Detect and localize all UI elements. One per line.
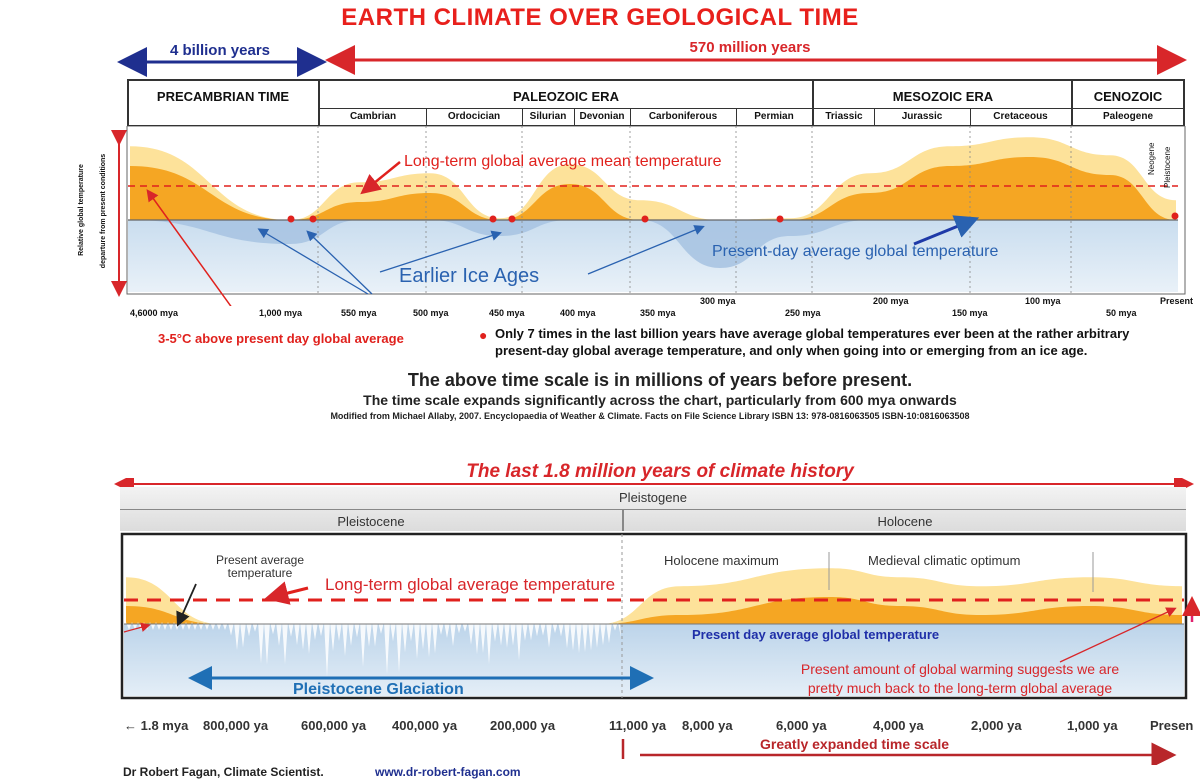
- chart2-x-tick: 1,000 ya: [1067, 718, 1118, 733]
- chart2-x-tick: 600,000 ya: [301, 718, 367, 733]
- span-right-label: 570 million years: [689, 39, 811, 56]
- period-jurassic: Jurassic: [901, 111, 943, 122]
- era-paleozoic: PALEOZOIC ERA: [513, 89, 619, 104]
- holocene-label: Holocene: [877, 514, 933, 529]
- author-label: Dr Robert Fagan, Climate Scientist.: [123, 765, 324, 779]
- period-row: Cambrian Ordocician Silurian Devonian Ca…: [0, 108, 1200, 126]
- chart1-present-arrow: [913, 215, 980, 246]
- period-triassic: Triassic: [825, 111, 863, 122]
- chart2-x-tick: 200,000 ya: [490, 718, 556, 733]
- chart2-span-arrow: [114, 478, 1194, 492]
- chart1-x-tick: 450 mya: [489, 308, 525, 318]
- era-mesozoic: MESOZOIC ERA: [892, 89, 994, 104]
- chart2-x-tick: 4,000 ya: [873, 718, 924, 733]
- source-note: Modified from Michael Allaby, 2007. Ency…: [330, 411, 970, 421]
- chart2-svg: [120, 532, 1200, 700]
- period-silurian: Silurian: [529, 111, 567, 122]
- chart2-x-tick: 800,000 ya: [203, 718, 269, 733]
- above-average-note: 3-5°C above present day global average: [158, 331, 404, 346]
- chart2-x-tick: 400,000 ya: [392, 718, 458, 733]
- page-title: EARTH CLIMATE OVER GEOLOGICAL TIME: [341, 4, 859, 31]
- warming-note-2: pretty much back to the long-term global…: [807, 680, 1113, 696]
- chart2-x-tick: ← 1.8 mya: [124, 718, 189, 733]
- chart1-crossing-dots: [287, 212, 1179, 223]
- period-permian: Permian: [754, 111, 794, 122]
- time-scale-note: The above time scale is in millions of y…: [407, 370, 913, 390]
- chart1-ice-label: Earlier Ice Ages: [399, 265, 540, 287]
- chart1-x-tick: 500 mya: [413, 308, 449, 318]
- dot-note-1: Only 7 times in the last billion years h…: [495, 326, 1130, 341]
- chart2-x-tick: 2,000 ya: [971, 718, 1022, 733]
- expanded-scale-label: Greatly expanded time scale: [760, 736, 950, 752]
- chart1-x-tick: 150 mya: [952, 308, 988, 318]
- present-average-line2: temperature: [227, 566, 293, 580]
- period-cambrian: Cambrian: [349, 111, 397, 122]
- chart2-present-label: Present day average global temperature: [692, 627, 940, 642]
- era-precambrian: PRECAMBRIAN TIME: [156, 89, 290, 104]
- glaciation-label: Pleistocene Glaciation: [293, 681, 464, 698]
- neogene-label: Neogene: [1147, 142, 1156, 175]
- chart1-x-tick: Present: [1160, 296, 1194, 306]
- period-carboniferous: Carboniferous: [648, 111, 718, 122]
- warming-note: Present amount of global warming suggest…: [740, 660, 1180, 698]
- holocene-max-label: Holocene maximum: [664, 553, 779, 568]
- chart2-warm-area: [126, 597, 1182, 624]
- chart2-x-tick: 8,000 ya: [682, 718, 733, 733]
- period-paleogene: Paleogene: [1102, 111, 1154, 122]
- chart1-mean-label: Long-term global average mean temperatur…: [404, 153, 722, 170]
- pleistocene-label: Pleistocene: [337, 514, 405, 529]
- period-cretaceous: Cretaceous: [993, 111, 1048, 122]
- warming-note-1: Present amount of global warming suggest…: [800, 661, 1120, 677]
- chart1-x-tick: 250 mya: [785, 308, 821, 318]
- expand-note: The time scale expands significantly acr…: [363, 392, 957, 408]
- chart2-x-tick: 6,000 ya: [776, 718, 827, 733]
- span-left-label: 4 billion years: [169, 42, 271, 59]
- chart1-x-tick: 550 mya: [341, 308, 377, 318]
- chart1-ice-dips: [130, 220, 1176, 268]
- era-cenozoic: CENOZOIC: [1093, 89, 1163, 104]
- chart1-x-tick: 1,000 mya: [259, 308, 303, 318]
- span-arrows: [117, 45, 1187, 77]
- website-link[interactable]: www.dr-robert-fagan.com: [375, 765, 521, 779]
- chart1-present-label: Present-day average global temperature: [712, 243, 999, 260]
- pleistocene-vert-label: Pleistocene: [1163, 146, 1172, 188]
- pleistogene-label: Pleistogene: [619, 490, 687, 505]
- y-axis-label-2: departure from present conditions: [100, 153, 107, 269]
- chart1-svg: [111, 126, 1186, 306]
- period-ordocician: Ordocician: [447, 111, 501, 122]
- chart2-title: The last 1.8 million years of climate hi…: [466, 461, 854, 482]
- chart2-ice-spikes: [126, 622, 621, 678]
- chart1-warm-area: [130, 157, 1176, 220]
- red-dot-icon: ●: [479, 327, 488, 343]
- y-axis-label-1: Relative global temperature: [78, 164, 85, 256]
- chart1-x-tick: 50 mya: [1106, 308, 1137, 318]
- chart1-x-tick: 200 mya: [873, 296, 909, 306]
- chart1-x-tick: 400 mya: [560, 308, 596, 318]
- present-average-line1: Present average: [215, 553, 305, 567]
- present-average-label: Present average temperature: [180, 554, 340, 580]
- period-devonian: Devonian: [579, 111, 625, 122]
- dot-note-2: present-day global average temperature, …: [495, 343, 1088, 358]
- chart1-x-tick: 300 mya: [700, 296, 736, 306]
- chart1-x-tick: 350 mya: [640, 308, 676, 318]
- chart2-x-tick: 11,000 ya: [609, 718, 667, 733]
- expanded-scale-arrow: [621, 739, 1177, 765]
- medieval-optimum-label: Medieval climatic optimum: [868, 553, 1021, 568]
- chart1-x-tick: 100 mya: [1025, 296, 1061, 306]
- chart2-longterm-label: Long-term global average temperature: [325, 575, 616, 594]
- chart1-x-tick: 4,6000 mya: [130, 308, 179, 318]
- chart2-x-tick: Presen: [1150, 718, 1194, 733]
